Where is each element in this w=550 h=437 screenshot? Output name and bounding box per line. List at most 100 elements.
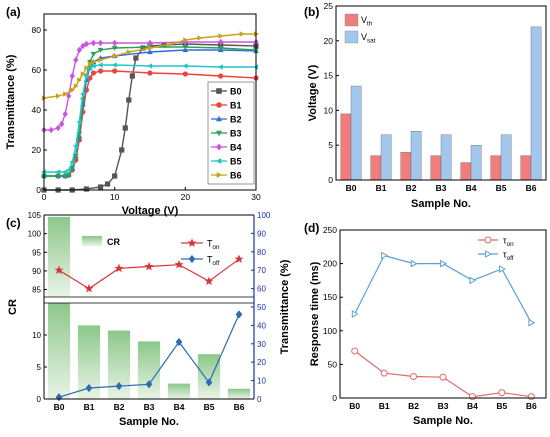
x-tick-label: B1 bbox=[379, 401, 390, 411]
x-tick-label: 10 bbox=[110, 192, 120, 202]
series-B6 bbox=[41, 31, 259, 101]
panel-a-chart: 0 20 40 60 80 0 10 20 30 Voltage (V) Transmittance… bbox=[5, 13, 261, 217]
data-point bbox=[97, 39, 104, 47]
x-tick-label: B3 bbox=[144, 402, 155, 412]
bar-cr bbox=[137, 341, 161, 399]
legend-marker bbox=[216, 171, 223, 179]
data-point bbox=[73, 56, 79, 64]
data-point bbox=[87, 61, 93, 67]
x-tick-label: B5 bbox=[496, 183, 507, 193]
data-point bbox=[86, 65, 93, 71]
data-point bbox=[79, 91, 85, 97]
bar-Vsat bbox=[500, 134, 512, 181]
legend-label: Vth bbox=[361, 15, 373, 28]
x-axis-title: Sample No. bbox=[413, 415, 473, 427]
data-point bbox=[410, 259, 418, 268]
x-tick-label: B0 bbox=[346, 183, 357, 193]
data-point bbox=[239, 31, 245, 37]
series-τoff bbox=[351, 251, 536, 327]
x-tick-label: B3 bbox=[436, 183, 447, 193]
data-point bbox=[498, 389, 506, 397]
legend-marker bbox=[215, 115, 223, 122]
y-tick-label: 5 bbox=[37, 363, 42, 372]
data-point bbox=[97, 184, 104, 190]
data-point bbox=[147, 49, 153, 55]
y-tick-label: 105 bbox=[28, 211, 42, 220]
data-point bbox=[169, 41, 175, 47]
y2-axis-title: Transmittance (%) bbox=[279, 259, 291, 354]
bar-Vth bbox=[490, 155, 502, 181]
y-tick-label: 0 bbox=[332, 393, 337, 403]
bar-Vsat bbox=[530, 26, 542, 181]
data-point bbox=[105, 181, 111, 187]
panel-label: (d) bbox=[304, 221, 319, 235]
bar-Vsat bbox=[380, 134, 392, 181]
data-point bbox=[72, 143, 78, 149]
data-point bbox=[439, 373, 447, 381]
x-tick-label: B5 bbox=[204, 402, 215, 412]
data-point bbox=[234, 254, 244, 263]
data-point bbox=[499, 265, 506, 273]
bar-Vsat bbox=[440, 134, 452, 181]
data-point bbox=[62, 173, 69, 179]
x-tick-label: 20 bbox=[181, 192, 191, 202]
data-point bbox=[63, 91, 69, 97]
y-tick-label: 20 bbox=[32, 145, 42, 155]
data-point bbox=[90, 63, 96, 69]
panel-label: (b) bbox=[304, 5, 319, 19]
data-point bbox=[85, 383, 93, 393]
legend-marker bbox=[215, 157, 222, 165]
data-point bbox=[147, 70, 153, 76]
data-point bbox=[145, 380, 153, 389]
panel-label: (c) bbox=[6, 216, 21, 230]
x-tick-label: B6 bbox=[526, 401, 537, 411]
data-point bbox=[218, 38, 224, 46]
legend-marker bbox=[187, 238, 197, 247]
data-point bbox=[175, 337, 183, 347]
bar-Vth bbox=[520, 155, 532, 181]
x-tick-label: B2 bbox=[114, 402, 125, 412]
data-point bbox=[381, 251, 389, 260]
legend-label: CR bbox=[107, 237, 120, 247]
data-point bbox=[84, 283, 94, 293]
bar-cr-upper bbox=[47, 216, 71, 297]
data-point bbox=[115, 382, 123, 391]
bar-cr bbox=[77, 325, 101, 399]
data-point bbox=[69, 165, 76, 171]
data-point bbox=[90, 70, 97, 76]
legend-swatch bbox=[344, 13, 359, 27]
panel-c-chart: B0 B1 B2 B3 B4 B5 B685909510010505100102030405… bbox=[7, 211, 291, 428]
data-point bbox=[54, 265, 64, 275]
x-axis-title: Sample No. bbox=[119, 416, 179, 428]
y-tick-label: 0 bbox=[37, 395, 42, 404]
bar-Vth bbox=[370, 155, 382, 181]
y-tick-label: 5 bbox=[328, 140, 333, 150]
data-point bbox=[205, 378, 213, 387]
data-point bbox=[91, 59, 97, 65]
data-point bbox=[72, 153, 79, 159]
bar-Vsat bbox=[410, 131, 422, 181]
data-point bbox=[469, 276, 477, 285]
legend-label: B1 bbox=[230, 101, 242, 111]
bar-Vsat bbox=[470, 144, 482, 181]
legend-label: B5 bbox=[230, 157, 242, 167]
data-point bbox=[111, 62, 117, 68]
panel-label: (a) bbox=[6, 5, 21, 19]
y-tick-label: 200 bbox=[323, 259, 337, 269]
legend-label: Toff bbox=[207, 255, 220, 268]
data-point bbox=[114, 263, 124, 273]
data-point bbox=[218, 73, 224, 79]
bar-cr bbox=[167, 383, 191, 399]
x-tick-label: B6 bbox=[526, 183, 537, 193]
legend-label: τon bbox=[503, 236, 514, 249]
y-tick-label: 60 bbox=[32, 65, 42, 75]
y-tick-label: 50 bbox=[328, 359, 338, 369]
bar-cr bbox=[107, 330, 131, 399]
data-point bbox=[97, 47, 104, 53]
data-point bbox=[77, 77, 83, 83]
y-axis-title: Response time (ms) bbox=[309, 261, 321, 366]
legend-marker bbox=[215, 130, 223, 137]
data-point bbox=[218, 33, 224, 39]
y-tick-label: 80 bbox=[32, 25, 42, 35]
panel-b-chart: 0 5 10 15 20 25 B0 B1 B2 B3 B4 B5 B6 Sample No. Voltag… bbox=[307, 1, 547, 210]
